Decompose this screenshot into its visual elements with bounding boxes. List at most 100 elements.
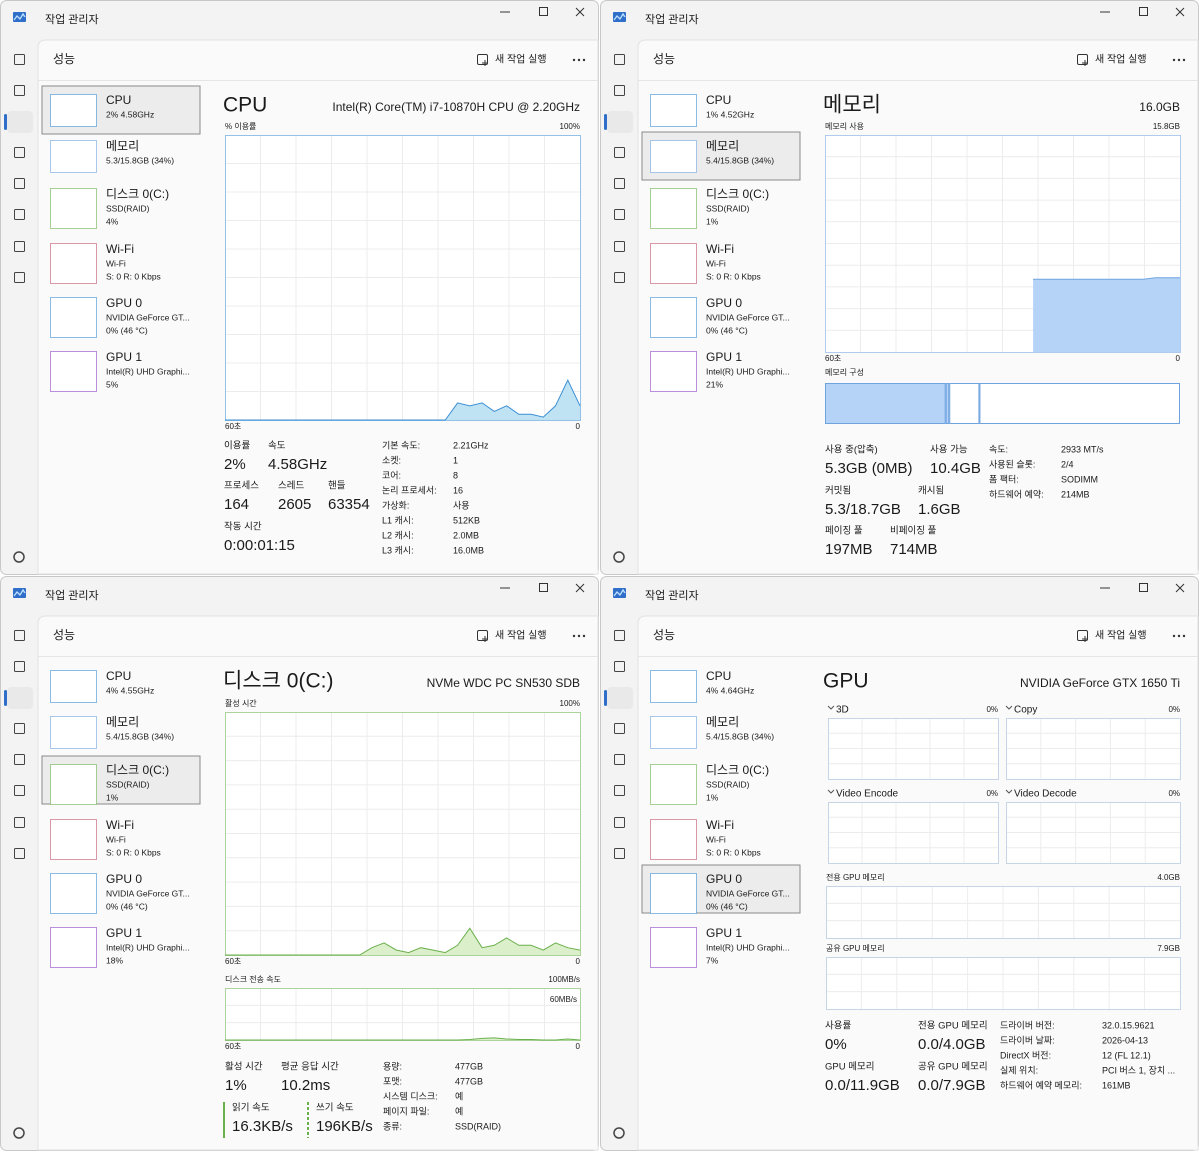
more-dot[interactable]: [572, 58, 576, 62]
new-task-button[interactable]: 새 작업 실행: [1077, 53, 1147, 66]
close-button[interactable]: [575, 583, 585, 593]
settings-icon[interactable]: [613, 1127, 625, 1139]
more-dot[interactable]: [1177, 634, 1181, 638]
sidebar-detail: 5.4/15.8GB (34%): [106, 731, 174, 741]
close-button[interactable]: [575, 7, 585, 17]
nav-icon[interactable]: [14, 630, 25, 641]
nav-icon[interactable]: [614, 817, 625, 828]
nav-icon[interactable]: [614, 272, 625, 283]
nav-icon[interactable]: [614, 754, 625, 765]
nav-icon[interactable]: [14, 817, 25, 828]
nav-icon[interactable]: [14, 85, 25, 96]
sidebar-detail: SSD(RAID): [706, 203, 750, 213]
detail-value: 512KB: [453, 515, 480, 525]
nav-icon[interactable]: [14, 754, 25, 765]
detail-value: 214MB: [1061, 489, 1090, 499]
maximize-button[interactable]: [1139, 7, 1148, 16]
sidebar-name: GPU 0: [106, 296, 142, 310]
nav-icon[interactable]: [14, 723, 25, 734]
nav-icon[interactable]: [614, 723, 625, 734]
nav-icon[interactable]: [614, 178, 625, 189]
icon-body: [613, 588, 626, 598]
more-dot[interactable]: [577, 58, 581, 62]
new-task-icon: [1077, 630, 1088, 641]
graph-line: [1033, 277, 1180, 280]
more-dot[interactable]: [1182, 634, 1186, 638]
new-task-label: 새 작업 실행: [495, 629, 547, 642]
graph-area: [225, 928, 580, 955]
detail-label: 가상화:: [382, 500, 409, 510]
icon-line: [613, 12, 626, 21]
graph-label: 활성 시간: [225, 698, 257, 708]
sidebar-thumbnail: [650, 243, 697, 284]
icon-body: [13, 588, 26, 598]
more-dot[interactable]: [582, 58, 586, 62]
nav-icon[interactable]: [614, 785, 625, 796]
sidebar-name: GPU 0: [706, 296, 742, 310]
more-dot[interactable]: [1182, 58, 1186, 62]
more-dot[interactable]: [1172, 634, 1176, 638]
new-task-button[interactable]: 새 작업 실행: [1077, 629, 1147, 642]
detail-label: 시스템 디스크:: [383, 1090, 438, 1101]
collapse-chevron[interactable]: [827, 705, 835, 710]
graph-scale-label: 60MB/s: [550, 995, 577, 1004]
collapse-chevron[interactable]: [1005, 705, 1013, 710]
more-dot[interactable]: [577, 634, 581, 638]
new-task-plus: [482, 636, 488, 642]
nav-icon[interactable]: [614, 54, 625, 65]
sidebar-name: 디스크 0(C:): [706, 187, 769, 201]
nav-icon[interactable]: [14, 785, 25, 796]
maximize-button[interactable]: [1139, 583, 1148, 592]
stat-label: 쓰기 속도: [316, 1103, 354, 1114]
detail-label: 하드웨어 예약:: [989, 488, 1044, 499]
settings-icon[interactable]: [613, 551, 625, 563]
close-button[interactable]: [1175, 7, 1185, 17]
sidebar-detail: NVIDIA GeForce GT...: [706, 312, 790, 322]
graph-label: Video Encode: [836, 789, 899, 800]
settings-icon[interactable]: [13, 551, 25, 563]
settings-icon[interactable]: [13, 1127, 25, 1139]
new-task-icon: [1077, 54, 1088, 65]
graph-max-label: 100%: [560, 699, 580, 708]
nav-icon[interactable]: [14, 178, 25, 189]
sidebar-detail: Intel(R) UHD Graphi...: [106, 366, 190, 376]
more-dot[interactable]: [1172, 58, 1176, 62]
sidebar-name: 메모리: [706, 715, 739, 729]
nav-icon[interactable]: [14, 147, 25, 158]
nav-icon[interactable]: [614, 848, 625, 859]
sidebar-detail: Intel(R) UHD Graphi...: [706, 942, 790, 952]
nav-icon[interactable]: [14, 661, 25, 672]
sidebar-name: GPU 1: [106, 350, 142, 364]
nav-icon[interactable]: [14, 848, 25, 859]
nav-icon[interactable]: [614, 209, 625, 220]
nav-icon[interactable]: [614, 85, 625, 96]
collapse-chevron[interactable]: [827, 789, 835, 794]
sidebar-thumbnail: [650, 716, 697, 749]
nav-icon[interactable]: [614, 147, 625, 158]
maximize-button[interactable]: [539, 7, 548, 16]
sidebar-thumbnail: [650, 140, 697, 173]
nav-icon[interactable]: [614, 630, 625, 641]
sidebar-thumbnail: [650, 188, 697, 229]
detail-label: 속도:: [989, 444, 1008, 454]
detail-value: SSD(RAID): [455, 1121, 501, 1131]
nav-icon[interactable]: [614, 661, 625, 672]
collapse-chevron[interactable]: [1005, 789, 1013, 794]
nav-icon[interactable]: [614, 241, 625, 252]
new-task-button[interactable]: 새 작업 실행: [477, 629, 547, 642]
sidebar-name: Wi-Fi: [706, 242, 734, 256]
sidebar-detail: 0% (46 °C): [106, 901, 148, 911]
nav-icon[interactable]: [14, 272, 25, 283]
graph-max-label: 0%: [1168, 705, 1180, 714]
more-dot[interactable]: [1177, 58, 1181, 62]
close-button[interactable]: [1175, 583, 1185, 593]
more-dot[interactable]: [582, 634, 586, 638]
composition-label: 메모리 구성: [825, 368, 864, 377]
nav-icon[interactable]: [14, 54, 25, 65]
nav-icon[interactable]: [14, 209, 25, 220]
new-task-button[interactable]: 새 작업 실행: [477, 53, 547, 66]
graph-line: [225, 927, 581, 956]
nav-icon[interactable]: [14, 241, 25, 252]
maximize-button[interactable]: [539, 583, 548, 592]
more-dot[interactable]: [572, 634, 576, 638]
